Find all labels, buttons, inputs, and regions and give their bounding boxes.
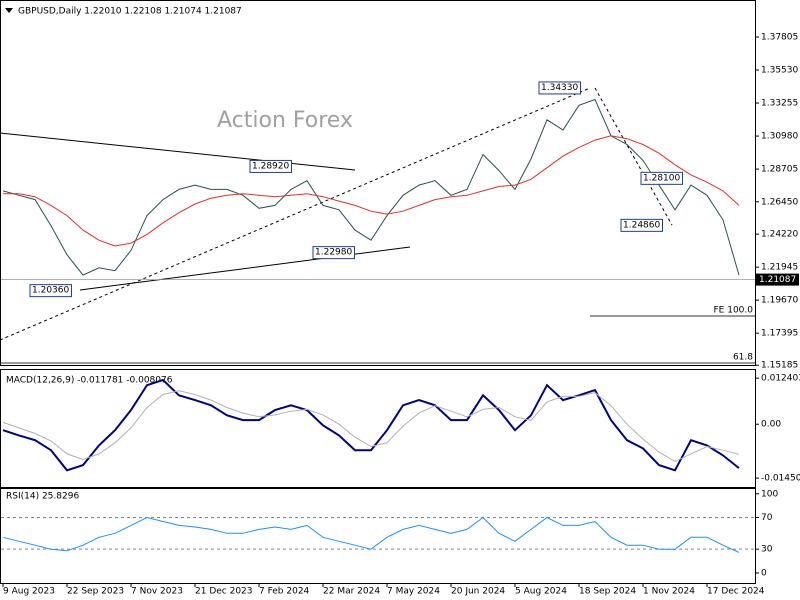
y-tick-label: 100	[761, 489, 778, 499]
x-tick-label: 5 Aug 2024	[515, 587, 567, 597]
y-tick-label: 1.26450	[761, 197, 798, 207]
y-tick-label: 1.30980	[761, 132, 798, 142]
series-line	[2, 516, 740, 553]
level-label-box	[312, 246, 355, 260]
level-label-box	[538, 81, 581, 95]
trendline	[0, 132, 356, 171]
fibo-label: FE 100.0	[714, 306, 754, 316]
x-tick-label: 22 Sep 2023	[67, 587, 124, 597]
x-tick-label: 7 May 2024	[387, 587, 440, 597]
y-tick-label: 30	[761, 545, 773, 555]
x-tick-label: 1 Nov 2024	[643, 587, 695, 597]
series-line	[3, 135, 740, 247]
price-panel	[0, 0, 756, 366]
watermark: Action Forex	[217, 108, 353, 133]
level-label-box	[640, 171, 683, 185]
x-tick-label: 7 Feb 2024	[259, 587, 310, 597]
menu-arrow[interactable]	[5, 8, 13, 13]
y-tick-label: -0.014502	[761, 474, 800, 484]
y-tick-label: 1.28705	[761, 165, 798, 175]
y-tick-label: 70	[761, 513, 773, 523]
x-tick-label: 7 Nov 2023	[131, 587, 183, 597]
x-tick-label: 18 Sep 2024	[579, 587, 636, 597]
y-tick-label: 1.33255	[761, 99, 798, 109]
series-line	[2, 378, 740, 472]
y-tick-label: 1.15185	[761, 361, 798, 371]
x-tick-label: 9 Aug 2023	[3, 587, 55, 597]
series-line	[2, 98, 740, 276]
last-price-label: 1.21087	[759, 275, 796, 285]
x-tick-label: 17 Dec 2024	[707, 587, 765, 597]
macd-header: MACD(12,26,9) -0.011781 -0.008076	[6, 376, 173, 386]
fibo-label: 61.8	[733, 353, 753, 363]
y-tick-label: 1.21945	[761, 263, 798, 273]
y-tick-label: 1.19670	[761, 296, 798, 306]
y-tick-label: 1.17395	[761, 329, 798, 339]
level-label: 1.28100	[643, 173, 680, 183]
rsi-header: RSI(14) 25.8296	[6, 492, 79, 502]
level-label-box	[29, 284, 72, 298]
x-tick-label: 22 Mar 2024	[323, 587, 380, 597]
x-tick-label: 21 Dec 2023	[195, 587, 253, 597]
last-price-box	[756, 273, 799, 286]
price-header: GBPUSD,Daily 1.22010 1.22108 1.21074 1.2…	[18, 7, 242, 17]
y-tick-label: 1.24220	[761, 230, 798, 240]
y-tick-label: 0	[761, 568, 767, 578]
channel-line	[0, 87, 591, 341]
rsi-panel	[0, 488, 756, 584]
level-label: 1.20360	[32, 286, 69, 296]
swing-line	[594, 87, 673, 226]
x-tick-label: 20 Jun 2024	[451, 587, 505, 597]
level-label: 1.28920	[252, 161, 289, 171]
y-tick-label: 0.00	[761, 420, 781, 430]
series-line	[2, 390, 740, 462]
level-label: 1.34330	[541, 83, 578, 93]
level-label: 1.22980	[315, 248, 352, 258]
macd-panel	[0, 369, 756, 488]
y-tick-label: 1.37805	[761, 33, 798, 43]
level-label-box	[249, 159, 292, 173]
level-label-box	[620, 218, 663, 232]
y-tick-label: 1.35530	[761, 66, 798, 76]
level-label: 1.24860	[623, 220, 660, 230]
y-tick-label: 0.012403	[761, 374, 800, 384]
